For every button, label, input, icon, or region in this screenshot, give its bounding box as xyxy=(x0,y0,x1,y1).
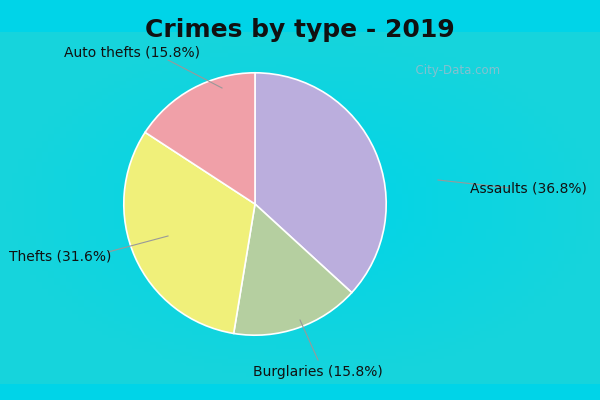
Wedge shape xyxy=(145,73,255,204)
Text: City-Data.com: City-Data.com xyxy=(408,64,500,77)
Text: Thefts (31.6%): Thefts (31.6%) xyxy=(9,249,111,263)
Wedge shape xyxy=(255,73,386,293)
Wedge shape xyxy=(124,132,255,334)
Text: Burglaries (15.8%): Burglaries (15.8%) xyxy=(253,365,383,379)
Text: Assaults (36.8%): Assaults (36.8%) xyxy=(470,181,586,195)
Text: Auto thefts (15.8%): Auto thefts (15.8%) xyxy=(64,45,200,59)
Text: Crimes by type - 2019: Crimes by type - 2019 xyxy=(145,18,455,42)
Wedge shape xyxy=(233,204,352,335)
